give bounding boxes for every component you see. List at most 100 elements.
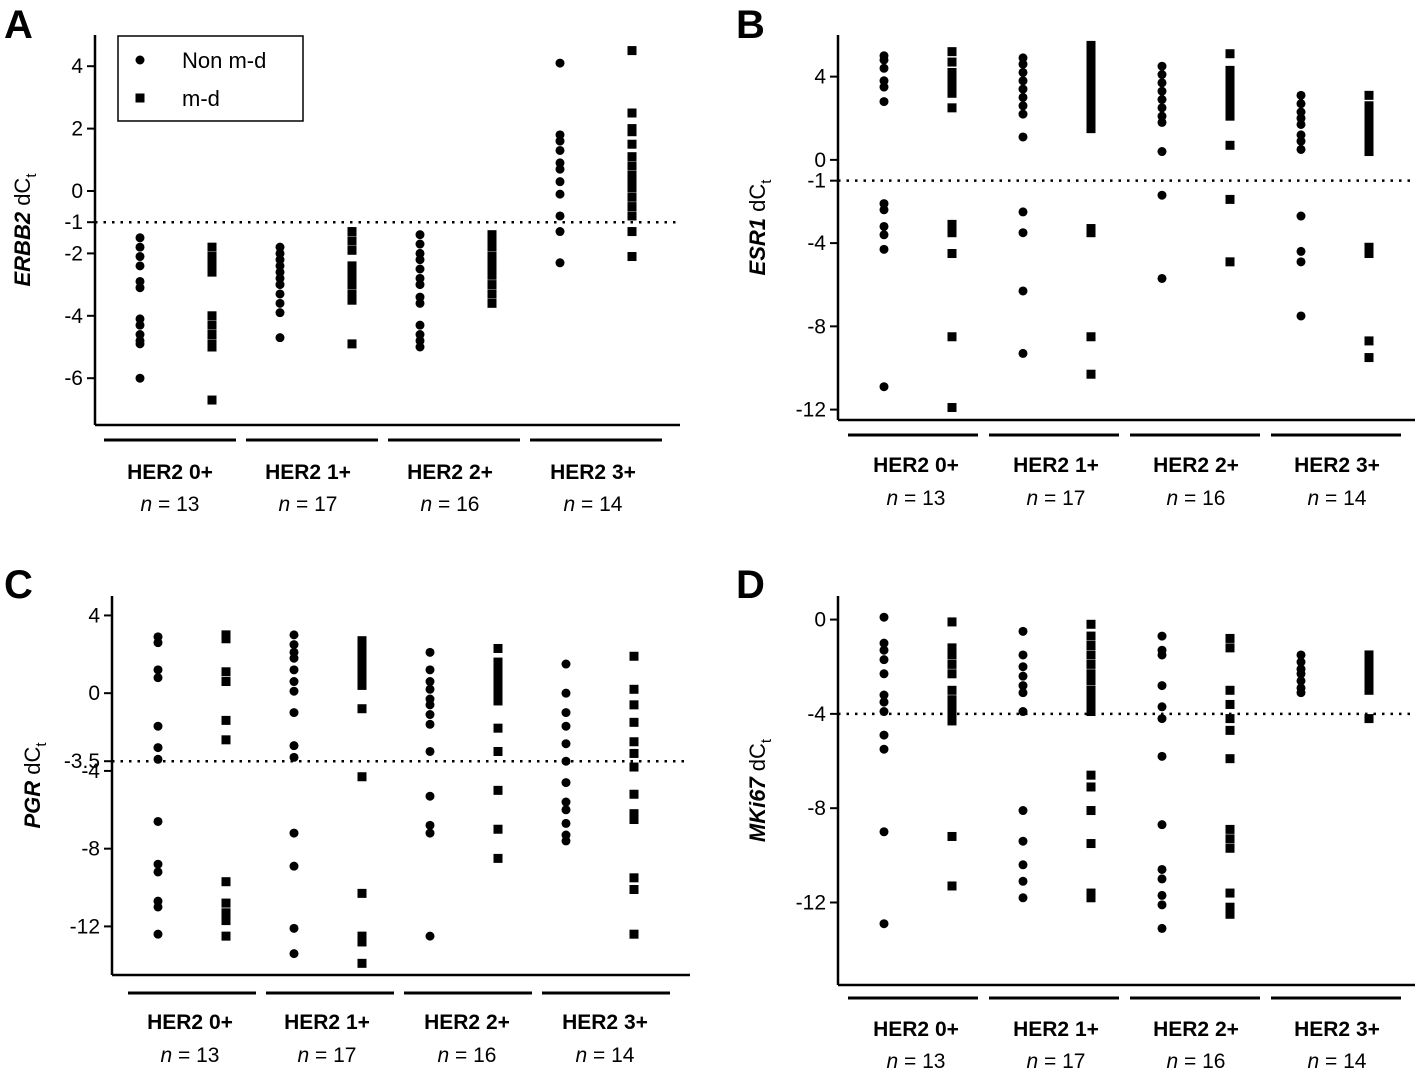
group-label: HER2 0+	[873, 454, 959, 477]
non-md-point	[879, 645, 889, 655]
md-point	[357, 958, 367, 968]
non-md-point	[1296, 676, 1306, 686]
non-md-point	[135, 339, 145, 349]
non-md-point	[289, 653, 299, 663]
non-md-point	[879, 244, 889, 254]
md-point	[627, 152, 637, 162]
md-point	[947, 695, 957, 705]
non-md-point	[1018, 806, 1028, 816]
non-md-point	[425, 700, 435, 710]
non-md-point	[415, 330, 425, 340]
md-point	[207, 252, 217, 262]
md-point	[357, 642, 367, 652]
md-point	[221, 634, 231, 644]
md-point	[1086, 49, 1096, 59]
non-md-point	[1018, 650, 1028, 660]
md-point	[207, 242, 217, 252]
md-point	[629, 737, 639, 747]
md-point	[1225, 65, 1235, 75]
non-md-point	[1296, 669, 1306, 679]
md-point	[493, 723, 503, 733]
non-md-point	[879, 690, 889, 700]
md-point	[1364, 147, 1374, 157]
group-n-label: n = 17	[279, 493, 338, 516]
md-point	[207, 320, 217, 330]
md-point	[947, 643, 957, 653]
y-tick-label: -2	[64, 242, 83, 265]
md-point	[1364, 353, 1374, 363]
y-axis-gene: ERBB2	[10, 211, 35, 286]
md-point	[1364, 664, 1374, 674]
non-md-point	[879, 697, 889, 707]
n-symbol: n	[1027, 1050, 1039, 1073]
non-md-point	[1157, 650, 1167, 660]
md-point	[1364, 124, 1374, 134]
non-md-point	[555, 189, 565, 199]
md-point	[947, 881, 957, 891]
non-md-point	[415, 292, 425, 302]
md-point	[1086, 806, 1096, 816]
non-md-point	[1018, 207, 1028, 217]
non-md-point	[561, 805, 571, 815]
y-tick-label: -1	[64, 211, 83, 234]
non-md-point	[1296, 211, 1306, 221]
non-md-point	[135, 314, 145, 324]
md-point	[347, 280, 357, 290]
non-md-point	[1296, 650, 1306, 660]
non-md-point	[879, 221, 889, 231]
non-md-point	[561, 818, 571, 828]
n-symbol: n	[1308, 1050, 1320, 1073]
md-point	[221, 715, 231, 725]
non-md-point	[879, 82, 889, 92]
md-point	[947, 219, 957, 229]
non-md-point	[415, 264, 425, 274]
non-md-point	[425, 684, 435, 694]
md-point	[627, 227, 637, 237]
non-md-point	[1018, 67, 1028, 77]
non-md-point	[275, 298, 285, 308]
non-md-point	[289, 665, 299, 675]
md-point	[357, 704, 367, 714]
panel-letter: D	[736, 563, 765, 607]
non-md-point	[275, 280, 285, 290]
panel-letter: B	[736, 3, 765, 47]
y-axis-subscript: t	[758, 738, 775, 743]
non-md-point	[1018, 109, 1028, 119]
md-point	[947, 103, 957, 113]
non-md-point	[135, 233, 145, 243]
non-md-point	[1296, 99, 1306, 109]
n-symbol: n	[298, 1044, 310, 1067]
non-md-point	[1018, 893, 1028, 903]
md-point	[347, 236, 357, 246]
non-md-point	[425, 791, 435, 801]
non-md-point	[555, 136, 565, 146]
non-md-point	[1018, 876, 1028, 886]
group-n-label: n = 14	[564, 493, 623, 516]
md-point	[1225, 49, 1235, 59]
md-point	[347, 267, 357, 277]
md-point	[1225, 74, 1235, 84]
md-point	[357, 657, 367, 667]
md-point	[1086, 90, 1096, 100]
non-md-point	[153, 673, 163, 683]
md-point	[627, 170, 637, 180]
md-point	[487, 298, 497, 308]
non-md-point	[555, 164, 565, 174]
non-md-point	[135, 276, 145, 286]
md-point	[1086, 228, 1096, 238]
md-point	[357, 649, 367, 659]
md-point	[207, 261, 217, 271]
md-point	[1364, 132, 1374, 142]
md-point	[1086, 893, 1096, 903]
non-md-point	[275, 273, 285, 283]
md-point	[1086, 692, 1096, 702]
md-point	[1364, 138, 1374, 148]
non-md-point	[1018, 92, 1028, 102]
md-point	[1364, 678, 1374, 688]
md-point	[1225, 834, 1235, 844]
non-md-point	[555, 258, 565, 268]
non-md-point	[879, 638, 889, 648]
panel-letter: C	[4, 563, 33, 607]
non-md-point	[879, 230, 889, 240]
n-value: = 16	[1178, 1050, 1225, 1073]
